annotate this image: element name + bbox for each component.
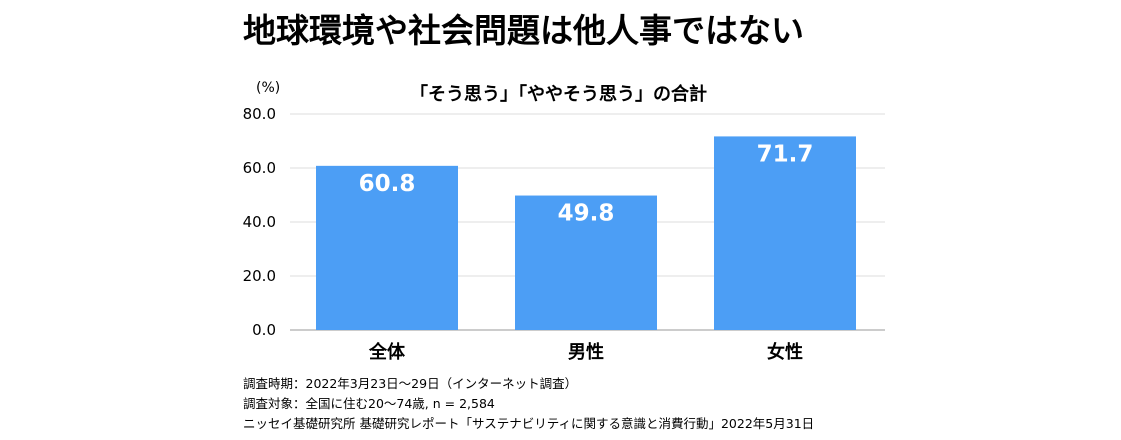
- bar-value-label: 49.8: [558, 201, 615, 227]
- bar: [316, 165, 458, 330]
- bar-value-labels: 60.8 49.8 71.7: [359, 141, 814, 226]
- footnote-survey-period: 調査時期：2022年3月23日〜29日（インターネット調査）: [243, 376, 578, 391]
- bars: [316, 136, 856, 330]
- y-tick-label: 80.0: [243, 105, 276, 123]
- y-tick-label: 20.0: [243, 267, 276, 285]
- chart-title: 「そう思う」「ややそう思う」の合計: [410, 84, 707, 105]
- x-tick-label: 男性: [568, 341, 604, 363]
- x-tick-label: 全体: [368, 341, 406, 363]
- footnote-survey-target: 調査対象：全国に住む20〜74歳, n = 2,584: [243, 396, 495, 411]
- y-tick-label: 60.0: [243, 159, 276, 177]
- bar: [515, 195, 657, 330]
- footnote-source: ニッセイ基礎研究所 基礎研究レポート「サステナビリティに関する意識と消費行動」2…: [243, 416, 815, 431]
- page-title: 地球環境や社会問題は他人事ではない: [243, 11, 804, 50]
- y-axis-ticks: 0.0 20.0 40.0 60.0 80.0: [243, 105, 276, 339]
- x-tick-label: 女性: [767, 341, 803, 363]
- bar-value-label: 71.7: [757, 141, 814, 167]
- x-axis-ticks: 全体 男性 女性: [368, 341, 803, 363]
- bar: [714, 136, 856, 330]
- bar-value-label: 60.8: [359, 171, 416, 197]
- y-axis-unit-label: (%): [256, 80, 281, 96]
- y-tick-label: 0.0: [252, 321, 276, 339]
- y-tick-label: 40.0: [243, 213, 276, 231]
- footnotes: 調査時期：2022年3月23日〜29日（インターネット調査） 調査対象：全国に住…: [243, 374, 814, 434]
